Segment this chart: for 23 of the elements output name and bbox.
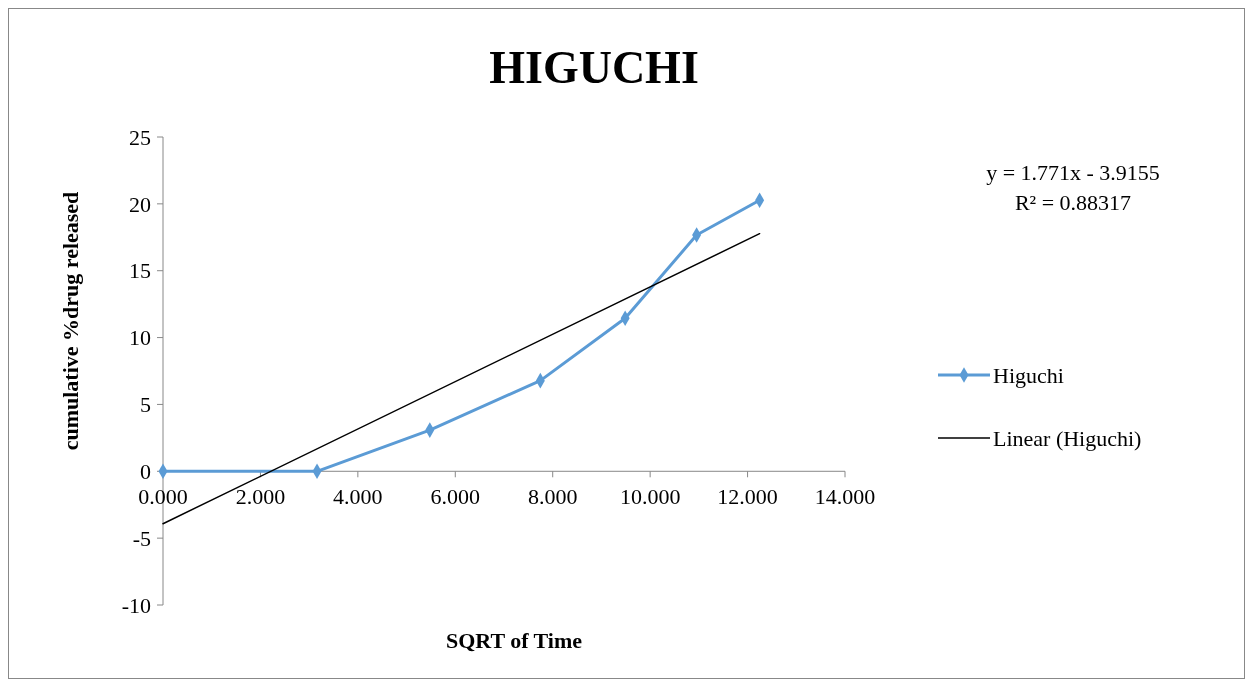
legend-label: Linear (Higuchi): [993, 425, 1142, 451]
chart-title: HIGUCHI: [489, 42, 699, 93]
x-tick-label: 12.000: [717, 484, 778, 510]
x-axis-title: SQRT of Time: [445, 628, 583, 653]
y-tick-label: 5: [140, 392, 151, 418]
y-tick-label: -10: [121, 592, 151, 618]
x-tick-label: 10.000: [619, 484, 681, 510]
y-tick-label: 10: [129, 325, 151, 351]
x-tick-label: 0.000: [138, 484, 188, 510]
text: y = 1.771x - 3.9155: [986, 160, 1160, 185]
legend-label: Higuchi: [993, 362, 1064, 388]
y-tick-label: 20: [129, 191, 151, 217]
x-tick-label: 6.000: [430, 484, 481, 510]
x-tick-label: 8.000: [527, 484, 578, 510]
x-tick-label: 4.000: [333, 484, 383, 510]
y-tick-label: 25: [129, 124, 151, 150]
y-tick-label: 0: [140, 458, 151, 484]
y-tick-label: 15: [129, 258, 151, 284]
y-tick-label: -5: [132, 525, 151, 551]
x-tick-label: 2.000: [235, 484, 286, 510]
text: R² = 0.88317: [1014, 190, 1132, 215]
y-axis-title: cumulative %drug released: [58, 191, 83, 451]
x-tick-label: 14.000: [814, 484, 876, 510]
